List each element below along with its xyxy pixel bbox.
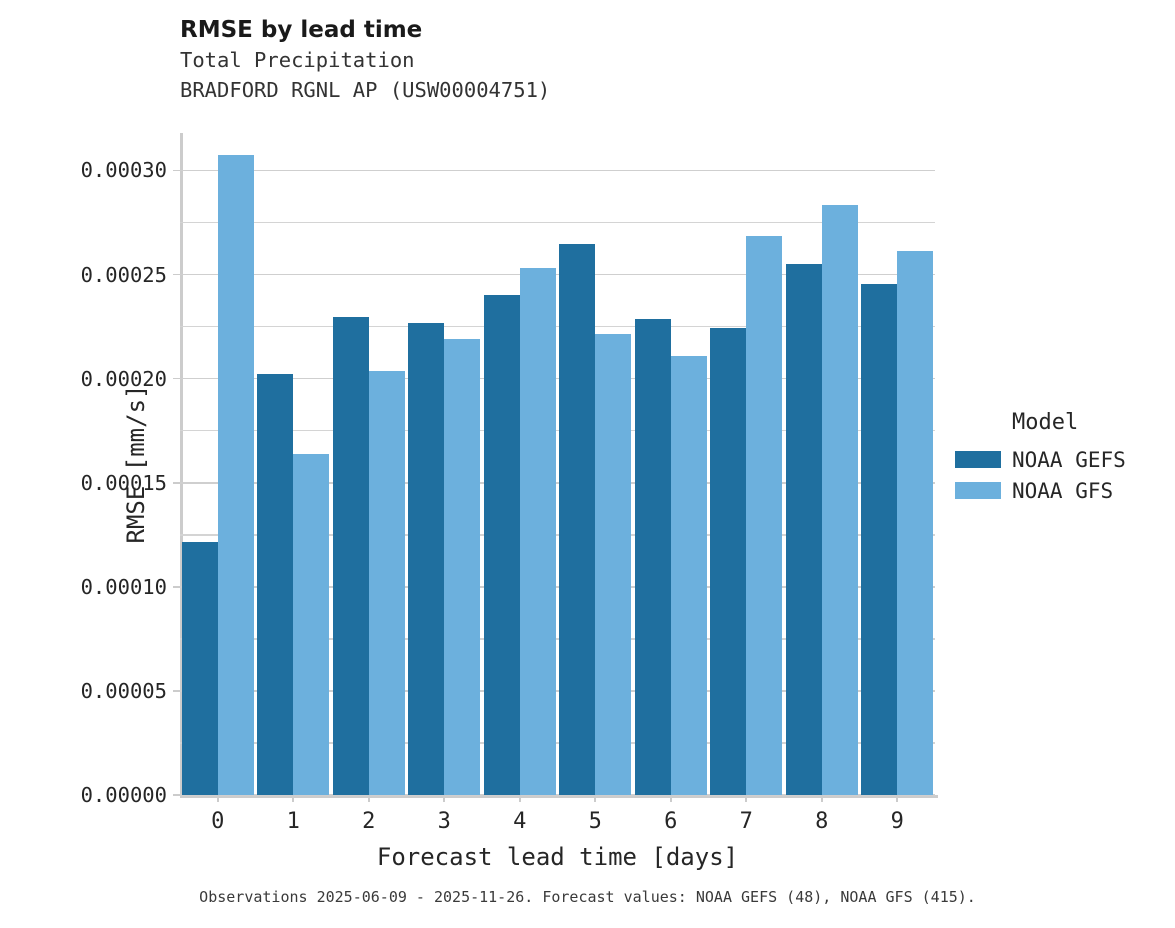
gridline-major: [180, 794, 935, 796]
y-tick-mark: [173, 690, 180, 692]
y-tick-label: 0.00010: [80, 574, 167, 599]
x-tick-label: 9: [890, 809, 904, 834]
gridline-minor: [180, 742, 935, 744]
legend-swatch-icon: [955, 451, 1001, 468]
x-tick-mark: [594, 795, 597, 802]
bar-noaa-gfs-day-8[interactable]: [821, 204, 858, 795]
gridline-minor: [180, 325, 935, 328]
bar-noaa-gefs-day-5[interactable]: [559, 243, 596, 795]
bar-noaa-gefs-day-7[interactable]: [710, 328, 747, 795]
x-tick-mark: [367, 795, 370, 802]
bar-noaa-gfs-day-9[interactable]: [897, 250, 934, 795]
bar-group: [332, 133, 405, 795]
bar-noaa-gefs-day-9[interactable]: [861, 283, 898, 795]
y-tick-label: 0.00025: [80, 262, 167, 287]
x-tick-label: 8: [815, 809, 829, 834]
y-axis-title: RMSE [mm/s]: [122, 384, 150, 544]
bar-group: [785, 133, 858, 795]
x-tick-mark: [896, 795, 899, 802]
bar-noaa-gefs-day-0[interactable]: [181, 542, 218, 795]
y-tick-mark: [173, 273, 180, 276]
gridline-minor: [180, 533, 935, 536]
x-tick-label: 0: [211, 809, 225, 834]
x-tick-mark: [669, 795, 672, 802]
bar-group: [483, 133, 556, 795]
bar-group: [861, 133, 934, 795]
y-tick-label: 0.00015: [80, 470, 167, 495]
y-tick-label: 0.00020: [80, 366, 167, 391]
x-tick-label: 3: [437, 809, 451, 834]
gridline-major: [180, 169, 935, 172]
bar-noaa-gefs-day-8[interactable]: [785, 264, 822, 795]
x-tick-label: 4: [513, 809, 527, 834]
bar-noaa-gefs-day-1[interactable]: [257, 374, 294, 795]
legend-item-noaa-gefs[interactable]: NOAA GEFS: [955, 444, 1126, 475]
page-title: RMSE by lead time: [180, 17, 423, 43]
bar-noaa-gfs-day-0[interactable]: [217, 154, 254, 795]
title-block: RMSE by lead time Total Precipitation BR…: [180, 16, 550, 105]
legend-label: NOAA GFS: [1012, 478, 1114, 503]
bar-noaa-gfs-day-2[interactable]: [368, 370, 405, 795]
gridline-major: [180, 273, 935, 276]
gridline-minor: [180, 221, 935, 224]
y-tick-label: 0.00000: [80, 783, 167, 807]
bar-group: [559, 133, 632, 795]
x-tick-label: 1: [286, 809, 300, 834]
bar-chart-plot-area: 0.00000 0.00005 0.00010 0.00015 0.00020 0.000…: [81, 133, 935, 834]
x-tick-mark: [820, 795, 823, 802]
legend-swatch-icon: [955, 482, 1001, 499]
legend-label: NOAA GEFS: [1012, 447, 1126, 472]
x-tick-mark: [216, 795, 219, 802]
bar-noaa-gfs-day-3[interactable]: [444, 339, 481, 795]
bar-noaa-gfs-day-5[interactable]: [595, 334, 632, 795]
gridline-major: [180, 586, 935, 588]
gridline-minor: [180, 429, 935, 432]
bar-group: [181, 133, 254, 795]
x-tick-mark: [745, 795, 748, 802]
x-tick-label: 5: [588, 809, 602, 834]
chart-subtitle-station: BRADFORD RGNL AP (USW00004751): [180, 78, 551, 102]
x-tick-mark: [292, 795, 295, 802]
x-axis-spine: [180, 795, 938, 798]
gridline-major: [180, 481, 935, 484]
gridline-major: [180, 377, 935, 380]
y-tick-mark: [173, 794, 180, 796]
x-tick-label: 7: [739, 809, 753, 834]
gridline-minor: [180, 638, 935, 640]
bar-noaa-gfs-day-1[interactable]: [293, 453, 330, 795]
x-tick-label: 2: [362, 809, 376, 834]
footer-note: Observations 2025-06-09 - 2025-11-26. Fo…: [199, 888, 976, 906]
bar-noaa-gfs-day-6[interactable]: [670, 355, 707, 795]
bar-noaa-gefs-day-4[interactable]: [483, 295, 520, 795]
bar-noaa-gfs-day-4[interactable]: [519, 268, 556, 795]
legend: Model NOAA GEFS NOAA GFS: [955, 410, 1126, 506]
legend-entries: NOAA GEFS NOAA GFS: [955, 444, 1126, 506]
bar-noaa-gefs-day-2[interactable]: [332, 316, 369, 795]
y-tick-mark: [173, 481, 180, 484]
x-axis-title: Forecast lead time [days]: [376, 843, 739, 871]
chart-subtitle-variable: Total Precipitation: [180, 48, 415, 72]
bar-group: [710, 133, 783, 795]
bar-noaa-gefs-day-3[interactable]: [408, 322, 445, 795]
x-tick-label: 6: [664, 809, 678, 834]
x-tick-mark: [518, 795, 521, 802]
bar-group: [257, 133, 330, 795]
legend-title: Model: [1012, 410, 1079, 435]
gridline-major: [180, 690, 935, 692]
y-tick-mark: [173, 169, 180, 172]
y-axis-spine: [180, 133, 183, 798]
y-tick-mark: [173, 586, 180, 588]
bar-noaa-gefs-day-6[interactable]: [634, 318, 671, 795]
legend-item-noaa-gfs[interactable]: NOAA GFS: [955, 475, 1126, 506]
bar-group: [408, 133, 481, 795]
bar-noaa-gfs-day-7[interactable]: [746, 236, 783, 795]
bar-group: [634, 133, 707, 795]
y-tick-mark: [173, 377, 180, 380]
x-tick-mark: [443, 795, 446, 802]
y-tick-label: 0.00005: [80, 678, 167, 703]
y-tick-label: 0.00030: [80, 158, 167, 183]
